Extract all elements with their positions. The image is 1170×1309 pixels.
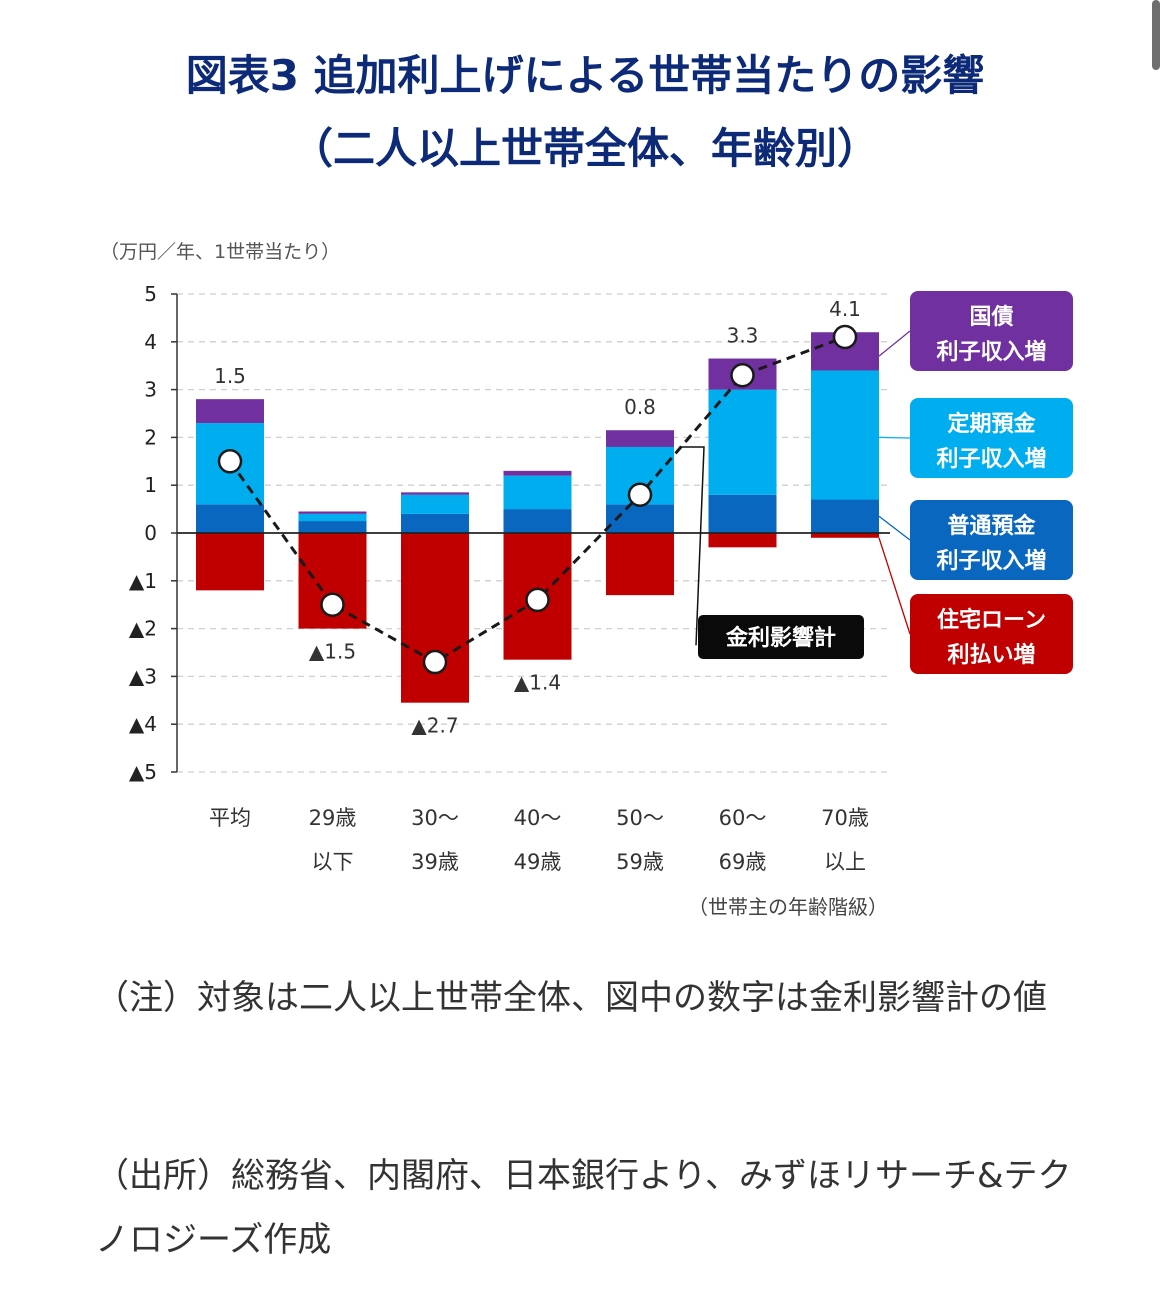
y-tick-label: ▲2 bbox=[129, 617, 157, 641]
bar-segment bbox=[401, 492, 469, 495]
bar-segment bbox=[298, 513, 367, 522]
scrollbar[interactable] bbox=[1152, 0, 1160, 70]
legend-label: 住宅ローン bbox=[937, 607, 1046, 633]
x-tick-label: 50～ bbox=[616, 806, 664, 830]
total-marker bbox=[320, 592, 345, 617]
x-tick-label: 70歳 bbox=[821, 806, 869, 830]
x-tick-label: 平均 bbox=[209, 806, 251, 830]
y-tick-label: ▲1 bbox=[129, 569, 157, 593]
bar-segment bbox=[196, 504, 264, 533]
legend-label: 普通預金 bbox=[947, 513, 1036, 539]
bar-segment bbox=[811, 499, 879, 533]
bar-segment bbox=[708, 494, 777, 533]
legend-label: 国債 bbox=[969, 305, 1013, 330]
source-text: （出所）総務省、内閣府、日本銀行より、みずほリサーチ&テクノロジーズ作成 bbox=[95, 1156, 1072, 1260]
y-tick-label: 2 bbox=[144, 425, 157, 449]
x-tick-label: 以下 bbox=[312, 850, 354, 874]
y-tick-label: 5 bbox=[144, 282, 157, 306]
legend-box bbox=[910, 594, 1073, 674]
note-text: （注）対象は二人以上世帯全体、図中の数字は金利影響計の値 bbox=[95, 978, 1047, 1018]
data-label: ▲2.7 bbox=[411, 714, 458, 738]
y-tick-label: ▲4 bbox=[129, 712, 157, 736]
bar-segment bbox=[606, 430, 674, 447]
callout-label: 金利影響計 bbox=[725, 625, 836, 651]
chart-area: （万円／年、1世帯当たり） 5 4 3 2 1 0 ▲1 ▲2 ▲3 ▲4 ▲5 平均 29歳以下 30～ 3… bbox=[90, 228, 1090, 928]
legend-box bbox=[910, 500, 1073, 580]
legend-label: 利子収入増 bbox=[936, 339, 1046, 365]
y-tick-label: ▲5 bbox=[129, 760, 157, 784]
bar-segment bbox=[196, 399, 264, 424]
total-marker bbox=[832, 324, 858, 350]
x-tick-label: 59歳 bbox=[616, 850, 664, 874]
x-tick-label: 40～ bbox=[514, 806, 562, 830]
legend-label: 利子収入増 bbox=[936, 548, 1046, 574]
total-marker bbox=[627, 482, 653, 508]
bar-segment bbox=[401, 494, 469, 514]
legend-label: 定期預金 bbox=[947, 411, 1036, 437]
bar-segment bbox=[298, 521, 367, 533]
x-tick-label: 69歳 bbox=[719, 850, 767, 874]
chart-title-line1: 図表3 追加利上げによる世帯当たりの影響 bbox=[185, 51, 985, 100]
y-tick-label: 1 bbox=[144, 473, 157, 497]
y-tick-label: ▲3 bbox=[129, 664, 157, 688]
callout-connector bbox=[680, 446, 705, 646]
bar-segment bbox=[811, 370, 879, 500]
x-tick-label: 以上 bbox=[824, 850, 866, 874]
x-axis-title: （世帯主の年齢階級） bbox=[688, 895, 888, 919]
data-label: 0.8 bbox=[624, 395, 656, 419]
y-tick-label: 0 bbox=[144, 521, 157, 545]
bar-segment bbox=[503, 475, 572, 510]
total-marker bbox=[730, 363, 755, 388]
x-tick-label: 60～ bbox=[719, 806, 767, 830]
data-label: 3.3 bbox=[727, 324, 759, 348]
total-marker bbox=[525, 587, 550, 613]
data-label: 4.1 bbox=[829, 297, 861, 321]
x-tick-label: 39歳 bbox=[411, 850, 459, 874]
bar-segment bbox=[401, 513, 469, 533]
bar-segment bbox=[401, 533, 469, 703]
data-label: 1.5 bbox=[214, 364, 246, 388]
bar-segment bbox=[606, 533, 674, 596]
legend-box bbox=[910, 398, 1073, 478]
legend-label: 利子収入増 bbox=[936, 446, 1046, 472]
y-tick-label: 4 bbox=[144, 330, 157, 354]
bar-segment bbox=[708, 533, 777, 548]
legend-connector bbox=[878, 330, 911, 357]
data-label: ▲1.4 bbox=[514, 671, 561, 695]
bar-segment bbox=[811, 533, 879, 538]
x-tick-label: 29歳 bbox=[309, 806, 357, 830]
bar-segment bbox=[196, 533, 264, 591]
legend-box bbox=[910, 291, 1073, 371]
y-tick-label: 3 bbox=[144, 378, 157, 402]
bar-segment bbox=[503, 509, 572, 533]
data-label: ▲1.5 bbox=[309, 640, 356, 664]
legend-label: 利払い増 bbox=[947, 642, 1035, 668]
callout-box bbox=[698, 615, 864, 659]
legend-connector bbox=[878, 436, 911, 439]
x-tick-label: 30～ bbox=[411, 806, 459, 830]
x-tick-label: 49歳 bbox=[514, 850, 562, 874]
bar-segment bbox=[708, 389, 777, 495]
bar-segment bbox=[503, 470, 572, 476]
y-unit-label: （万円／年、1世帯当たり） bbox=[100, 241, 340, 263]
total-marker bbox=[217, 449, 243, 474]
chart-title-line2: （二人以上世帯全体、年齢別） bbox=[290, 124, 879, 173]
total-marker bbox=[422, 649, 448, 675]
legend-connector bbox=[878, 515, 911, 541]
bar-segment bbox=[298, 511, 367, 514]
legend-connector bbox=[878, 537, 911, 635]
